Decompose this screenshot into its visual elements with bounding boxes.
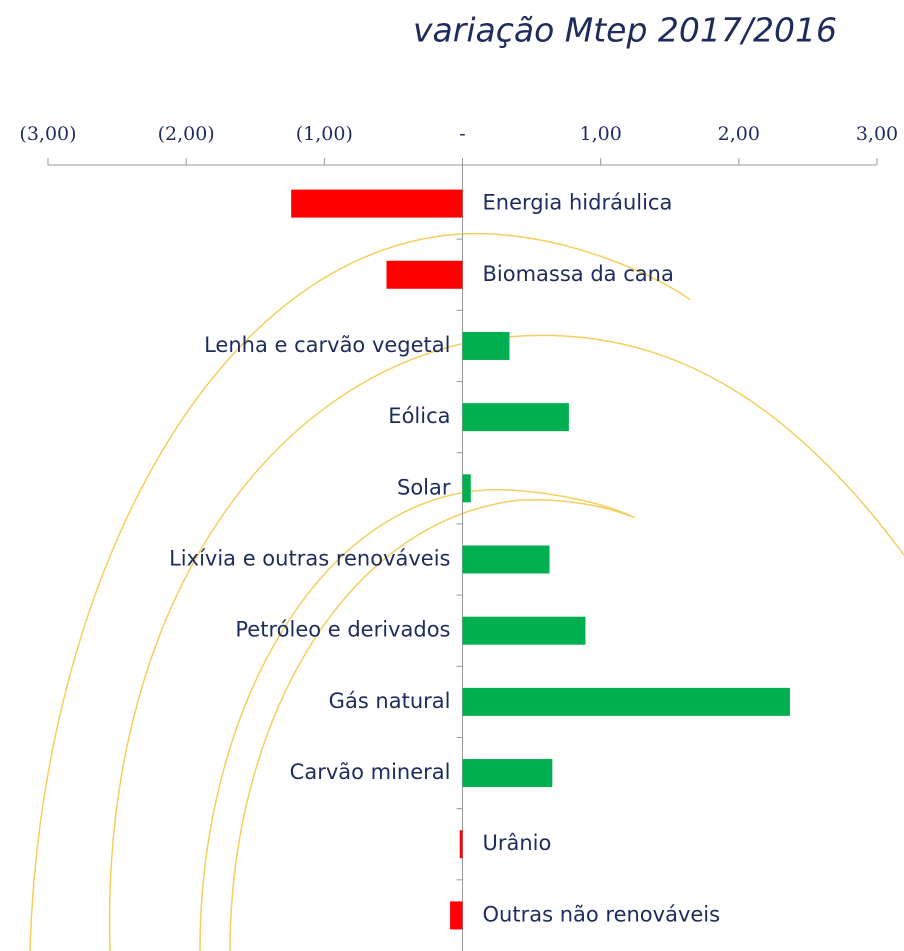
bar xyxy=(463,403,569,431)
bar xyxy=(463,688,790,716)
bar xyxy=(387,261,463,289)
bar xyxy=(463,474,471,502)
x-tick-label: - xyxy=(459,123,465,145)
category-label: Urânio xyxy=(483,831,552,855)
chart-title: variação Mtep 2017/2016 xyxy=(413,11,837,50)
bar xyxy=(291,190,462,218)
category-label: Solar xyxy=(397,475,451,499)
category-label: Eólica xyxy=(388,404,450,428)
bar xyxy=(463,617,586,645)
category-label: Carvão mineral xyxy=(290,760,451,784)
x-tick-label: 1,00 xyxy=(580,123,622,145)
bar xyxy=(460,830,463,858)
category-label: Petróleo e derivados xyxy=(235,618,450,642)
category-label: Outras não renováveis xyxy=(483,902,721,926)
bar xyxy=(450,901,462,929)
category-label: Energia hidráulica xyxy=(483,191,673,215)
category-label: Gás natural xyxy=(329,689,451,713)
category-label: Lenha e carvão vegetal xyxy=(204,333,450,357)
x-tick-label: 3,00 xyxy=(856,123,898,145)
category-label: Lixívia e outras renováveis xyxy=(169,547,450,571)
bar xyxy=(463,546,550,574)
x-tick-label: (2,00) xyxy=(158,123,215,145)
x-tick-label: 2,00 xyxy=(718,123,760,145)
bar xyxy=(463,759,553,787)
x-tick-label: (1,00) xyxy=(296,123,353,145)
bar xyxy=(463,332,510,360)
x-tick-label: (3,00) xyxy=(19,123,76,145)
category-label: Biomassa da cana xyxy=(483,262,674,286)
chart: variação Mtep 2017/2016 (3,00) (2,00) (1,0… xyxy=(0,0,904,951)
